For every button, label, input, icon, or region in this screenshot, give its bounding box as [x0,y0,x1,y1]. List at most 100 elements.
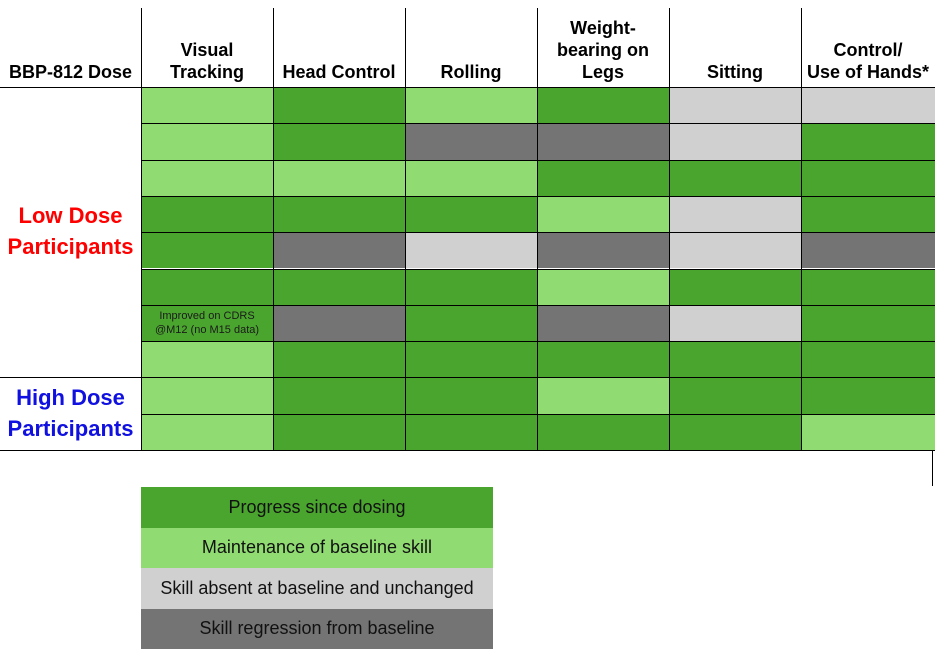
legend-item-progress: Progress since dosing [141,487,493,528]
cell-r2-c2 [273,123,405,160]
cell-note-line: Improved on CDRS [159,309,255,322]
legend-item-maintenance: Maintenance of baseline skill [141,527,493,568]
legend-item-absent: Skill absent at baseline and unchanged [141,568,493,609]
cell-r2-c5 [669,123,801,160]
cell-r9-c1 [141,377,273,414]
cell-r3-c5 [669,159,801,196]
cell-r9-c6 [801,377,935,414]
cell-r10-c2 [273,413,405,450]
cell-r6-c6 [801,268,935,305]
cell-r4-c6 [801,195,935,233]
cell-r9-c5 [669,377,801,414]
low-dose-label: Low Dose Participants [7,203,134,259]
header-dose-label: BBP-812 Dose [8,62,133,82]
legend-item-regression: Skill regression from baseline [141,608,493,649]
cell-r10-c4 [537,413,669,450]
column-divider [141,8,142,450]
header-sitting-label: Sitting [707,62,763,82]
cell-r4-c3 [405,195,537,233]
cell-r1-c1 [141,87,273,124]
legend-label-regression: Skill regression from baseline [199,618,435,639]
cell-r8-c3 [405,341,537,378]
cell-r7-c4 [537,304,669,342]
cell-r10-c5 [669,413,801,450]
cell-r4-c4 [537,195,669,233]
cell-r9-c2 [273,377,405,414]
cell-r4-c2 [273,195,405,233]
cell-r3-c4 [537,159,669,196]
cell-r8-c2 [273,341,405,378]
header-dose: BBP-812 Dose [0,0,141,87]
header-head-control: Head Control [273,0,405,87]
row-divider [141,377,935,379]
row-divider [141,304,935,306]
cell-note-line: @M12 (no M15 data) [154,323,260,336]
cell-r1-c3 [405,87,537,124]
row-divider [141,159,935,161]
cell-r5-c5 [669,232,801,269]
cell-r10-c6 [801,413,935,450]
cell-r6-c4 [537,268,669,305]
cell-r3-c1 [141,159,273,196]
legend-label-maintenance: Maintenance of baseline skill [201,537,433,558]
cell-r7-c2 [273,304,405,342]
header-rolling-label: Rolling [440,62,502,82]
cell-r10-c3 [405,413,537,450]
header-head-control-label: Head Control [282,62,396,82]
cell-r6-c2 [273,268,405,305]
table-bottom-rule [0,450,935,451]
cell-r3-c2 [273,159,405,196]
row-divider [141,268,935,270]
cell-r7-c6 [801,304,935,342]
cell-r3-c3 [405,159,537,196]
row-divider [141,232,935,234]
cell-r2-c3 [405,123,537,160]
column-divider [405,8,406,450]
cell-r6-c5 [669,268,801,305]
header-use-of-hands: Control/ Use of Hands* [801,0,935,87]
header-rolling: Rolling [405,0,537,87]
cell-r9-c3 [405,377,537,414]
header-visual-tracking: Visual Tracking [141,0,273,87]
cell-r8-c4 [537,341,669,378]
cell-r8-c1 [141,341,273,378]
header-rule [0,87,935,88]
row-divider [141,123,935,125]
legend: Progress since dosing Maintenance of bas… [141,487,493,649]
cell-r5-c3 [405,232,537,269]
right-edge-line [932,450,933,486]
cell-r5-c4 [537,232,669,269]
high-dose-label: High Dose Participants [7,385,134,441]
header-weight-bearing: Weight- bearing on Legs [537,0,669,87]
cell-r1-c4 [537,87,669,124]
cell-r3-c6 [801,159,935,196]
row-divider [141,195,935,197]
header-visual-tracking-label: Visual Tracking [169,40,245,82]
outcome-table: BBP-812 Dose Visual Tracking Head Contro… [0,0,935,451]
cell-r2-c4 [537,123,669,160]
legend-label-absent: Skill absent at baseline and unchanged [160,577,474,598]
cell-r5-c6 [801,232,935,269]
cell-r8-c5 [669,341,801,378]
group-divider [0,377,141,379]
cell-r7-c5 [669,304,801,342]
cell-r1-c2 [273,87,405,124]
cell-r9-c4 [537,377,669,414]
cell-r2-c1 [141,123,273,160]
cell-r4-c1 [141,195,273,233]
column-divider [669,8,670,450]
cell-r4-c5 [669,195,801,233]
row-divider [141,341,935,343]
cell-r5-c2 [273,232,405,269]
cell-r1-c5 [669,87,801,124]
cell-r6-c1 [141,268,273,305]
header-weight-bearing-label: Weight- bearing on Legs [556,18,649,82]
cell-r8-c6 [801,341,935,378]
column-divider [801,8,802,450]
cell-r7-c1: Improved on CDRS @M12 (no M15 data) [141,304,273,342]
cell-r7-c3 [405,304,537,342]
cell-r2-c6 [801,123,935,160]
row-divider [141,413,935,415]
cell-r6-c3 [405,268,537,305]
legend-label-progress: Progress since dosing [228,496,406,517]
